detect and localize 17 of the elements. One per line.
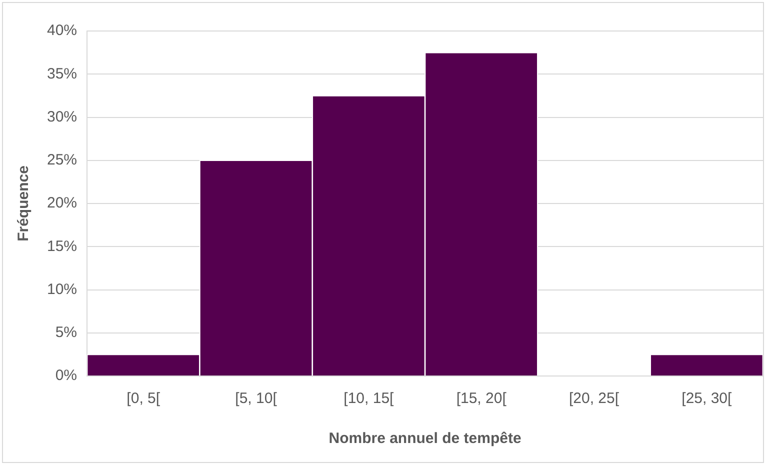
- y-tick-label: 20%: [46, 194, 78, 212]
- y-tick-label: 5%: [55, 324, 78, 342]
- x-tick-label: [10, 15[: [344, 390, 395, 408]
- y-tick-label: 35%: [46, 65, 78, 82]
- x-tick-label: [25, 30[: [682, 390, 733, 408]
- y-axis-title: Fréquence: [15, 166, 32, 242]
- y-tick-label: 10%: [46, 280, 78, 298]
- x-tick-label: [5, 10[: [235, 390, 278, 408]
- y-tick-label: 0%: [55, 367, 78, 384]
- x-tick-label: [15, 20[: [456, 390, 508, 408]
- x-axis-title: Nombre annuel de tempête: [328, 430, 522, 448]
- y-tick-label: 15%: [46, 238, 78, 255]
- x-tick-label: [0, 5[: [126, 390, 161, 408]
- x-tick-label: [20, 25[: [568, 390, 620, 408]
- y-tick-label: 30%: [46, 108, 78, 126]
- y-tick-label: 40%: [46, 22, 78, 40]
- y-tick-label: 25%: [46, 152, 78, 169]
